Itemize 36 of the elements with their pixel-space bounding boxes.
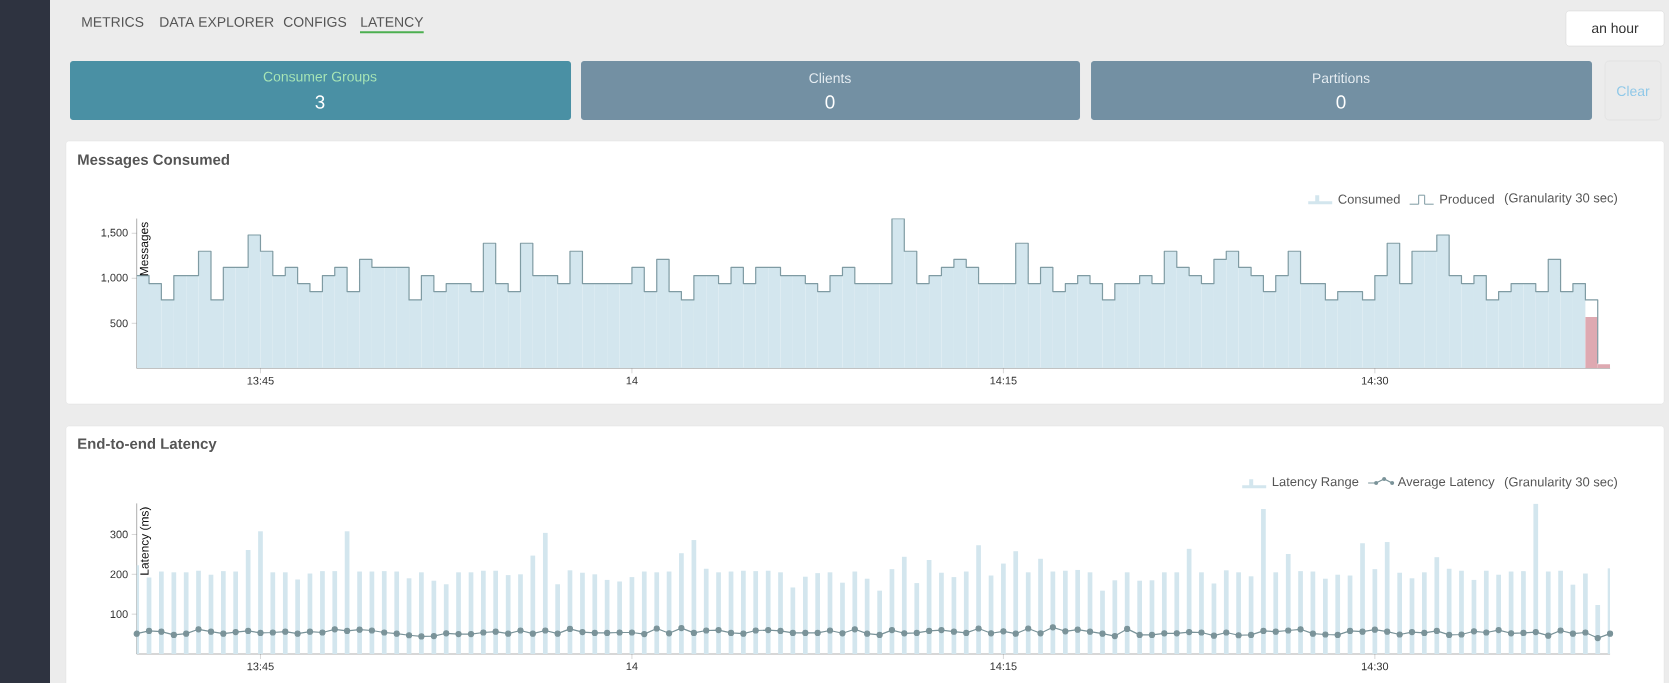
x-tick-label: 14:30 xyxy=(1361,662,1389,671)
x-tick-label: 14 xyxy=(626,662,638,671)
legend-label: Consumed xyxy=(1338,194,1400,204)
legend-label: Average Latency xyxy=(1397,477,1495,489)
legend-label: Latency Range xyxy=(1272,477,1359,489)
y-tick-label: 200 xyxy=(110,570,128,579)
text: 3 xyxy=(315,95,325,109)
chart-title: End-to-end Latency xyxy=(78,438,217,452)
x-tick-label: 14:30 xyxy=(1361,376,1389,385)
text: METRICS xyxy=(82,17,144,27)
y-tick-label: 500 xyxy=(110,319,128,328)
text: an hour xyxy=(1591,22,1639,34)
text: 0 xyxy=(825,95,835,109)
chart-title: Messages Consumed xyxy=(78,154,229,168)
text: Consumer Groups xyxy=(263,71,377,85)
x-tick-label: 14:15 xyxy=(990,376,1017,385)
text: Clear xyxy=(1617,85,1650,97)
y-axis-title: Latency (ms) xyxy=(139,507,152,575)
y-axis-title: Messages xyxy=(139,222,151,276)
y-tick-label: 1,500 xyxy=(101,228,128,238)
text: 0 xyxy=(1336,95,1346,109)
text: DATA EXPLORER xyxy=(160,17,274,27)
text: Clients xyxy=(809,72,851,84)
text: CONFIGS xyxy=(283,17,347,27)
y-tick-label: 100 xyxy=(110,610,128,619)
text: Partitions xyxy=(1313,72,1370,84)
y-tick-label: 300 xyxy=(110,530,128,539)
text: (Granularity 30 sec) xyxy=(1504,476,1617,490)
x-tick-label: 14 xyxy=(626,376,638,385)
text: LATENCY xyxy=(361,17,424,27)
x-tick-label: 13:45 xyxy=(247,662,274,671)
legend-label: Produced xyxy=(1440,194,1494,204)
x-tick-label: 13:45 xyxy=(247,376,274,385)
y-tick-label: 1,000 xyxy=(101,273,128,283)
x-tick-label: 14:15 xyxy=(990,662,1017,671)
text: (Granularity 30 sec) xyxy=(1504,192,1617,206)
